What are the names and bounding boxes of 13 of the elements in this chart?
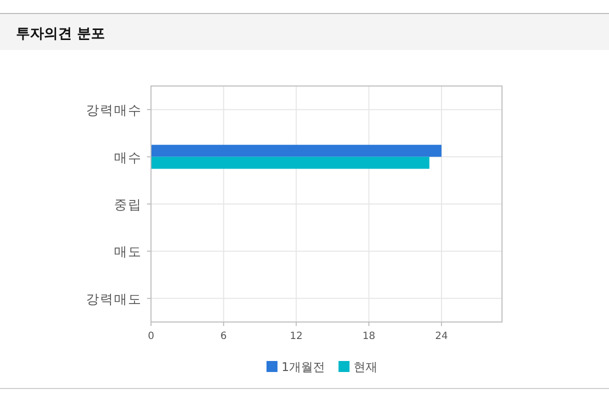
y-tick-label: 매도: [114, 245, 142, 260]
y-tick-label: 강력매도: [86, 292, 142, 308]
x-tick-label: 6: [220, 331, 227, 342]
legend-label: 현재: [354, 360, 378, 374]
y-tick-label: 강력매수: [86, 104, 142, 119]
x-tick-label: 18: [362, 331, 376, 342]
y-tick-label: 매수: [114, 150, 142, 166]
x-tick-label: 24: [435, 331, 448, 342]
y-tick-label: 중립: [114, 198, 142, 213]
legend-label: 1개월전: [282, 360, 326, 374]
x-tick-label: 0: [148, 331, 154, 342]
chart-title: 투자의견 분포: [16, 26, 105, 42]
x-tick-label: 12: [290, 331, 303, 342]
